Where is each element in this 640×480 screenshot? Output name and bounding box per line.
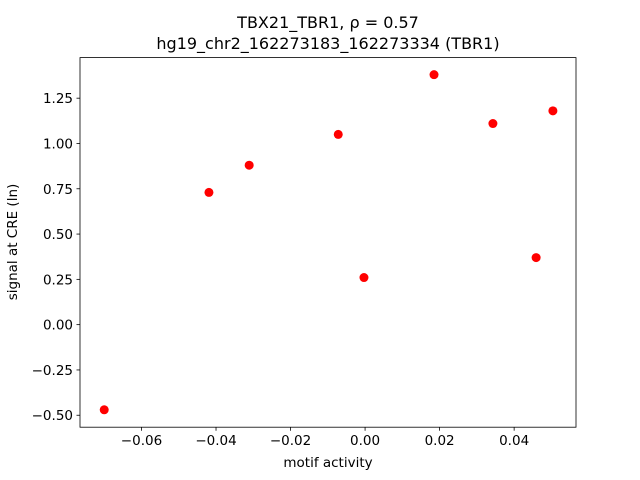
x-tick-label: −0.06 bbox=[121, 433, 162, 449]
y-tick-label: −0.25 bbox=[32, 363, 73, 379]
y-tick-label: 0.75 bbox=[43, 182, 73, 198]
point bbox=[99, 405, 109, 415]
x-axis-label: motif activity bbox=[283, 455, 372, 471]
chart-subtitle: hg19_chr2_162273183_162273334 (TBR1) bbox=[156, 34, 499, 54]
chart-title: TBX21_TBR1, ρ = 0.57 bbox=[236, 13, 419, 33]
x-tick-label: −0.04 bbox=[195, 433, 236, 449]
point bbox=[244, 160, 254, 170]
y-tick-label: 0.50 bbox=[43, 227, 73, 243]
y-axis-label: signal at CRE (ln) bbox=[5, 184, 21, 301]
x-tick-label: 0.00 bbox=[350, 433, 380, 449]
y-tick-label: 0.25 bbox=[43, 272, 73, 288]
x-tick-label: −0.02 bbox=[270, 433, 311, 449]
y-tick-label: −0.50 bbox=[32, 408, 73, 424]
point bbox=[531, 253, 541, 263]
y-tick-label: 1.25 bbox=[43, 91, 73, 107]
y-tick-label: 0.00 bbox=[43, 318, 73, 334]
point bbox=[429, 70, 439, 80]
point bbox=[488, 119, 498, 129]
point bbox=[204, 187, 214, 197]
x-tick-label: 0.02 bbox=[425, 433, 455, 449]
point bbox=[548, 106, 558, 116]
point bbox=[359, 273, 369, 283]
plot-frame bbox=[79, 57, 577, 428]
y-tick-label: 1.00 bbox=[43, 136, 73, 152]
point bbox=[333, 129, 343, 139]
x-tick-label: 0.04 bbox=[499, 433, 529, 449]
